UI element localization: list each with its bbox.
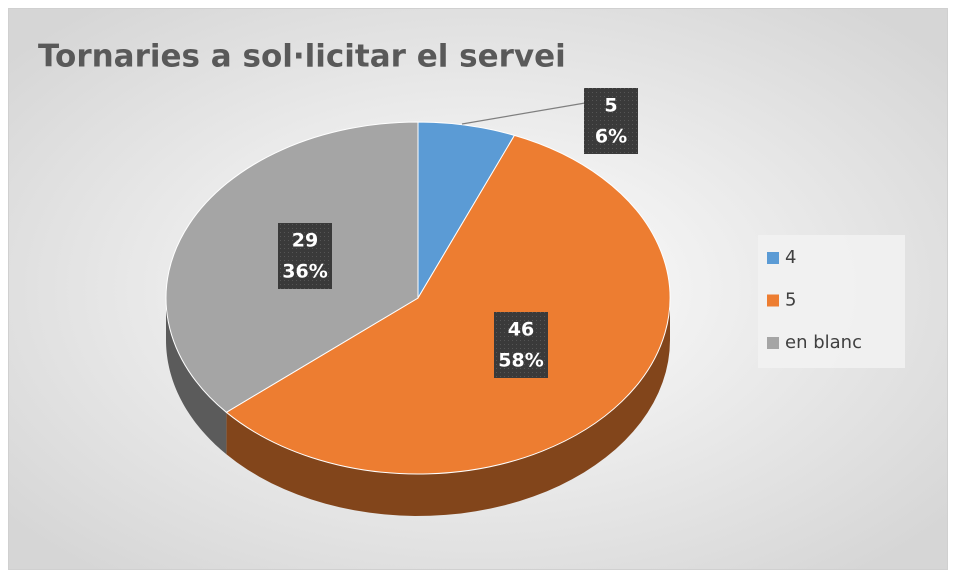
data-label-percent: 6% bbox=[595, 126, 627, 148]
data-label-box bbox=[278, 223, 332, 289]
legend-swatch bbox=[767, 337, 779, 349]
legend-label: en blanc bbox=[785, 332, 862, 353]
slice bbox=[225, 134, 671, 475]
data-label-value: 29 bbox=[292, 230, 318, 252]
slice-side bbox=[226, 298, 671, 516]
data-label-box bbox=[584, 88, 638, 154]
legend-box bbox=[758, 235, 905, 368]
data-label-percent: 58% bbox=[498, 350, 543, 372]
legend-swatch bbox=[767, 294, 779, 307]
data-label-box bbox=[494, 312, 548, 378]
legend-label: 5 bbox=[785, 290, 796, 311]
leader-line bbox=[461, 102, 586, 125]
data-label-value: 46 bbox=[508, 319, 534, 341]
legend-label: 4 bbox=[785, 247, 796, 268]
data-label-percent: 36% bbox=[282, 261, 327, 283]
data-label-value: 5 bbox=[604, 95, 617, 117]
legend-swatch bbox=[767, 252, 779, 264]
chart-title: Tornaries a sol·licitar el servei bbox=[38, 39, 566, 75]
slice-side bbox=[166, 298, 227, 455]
